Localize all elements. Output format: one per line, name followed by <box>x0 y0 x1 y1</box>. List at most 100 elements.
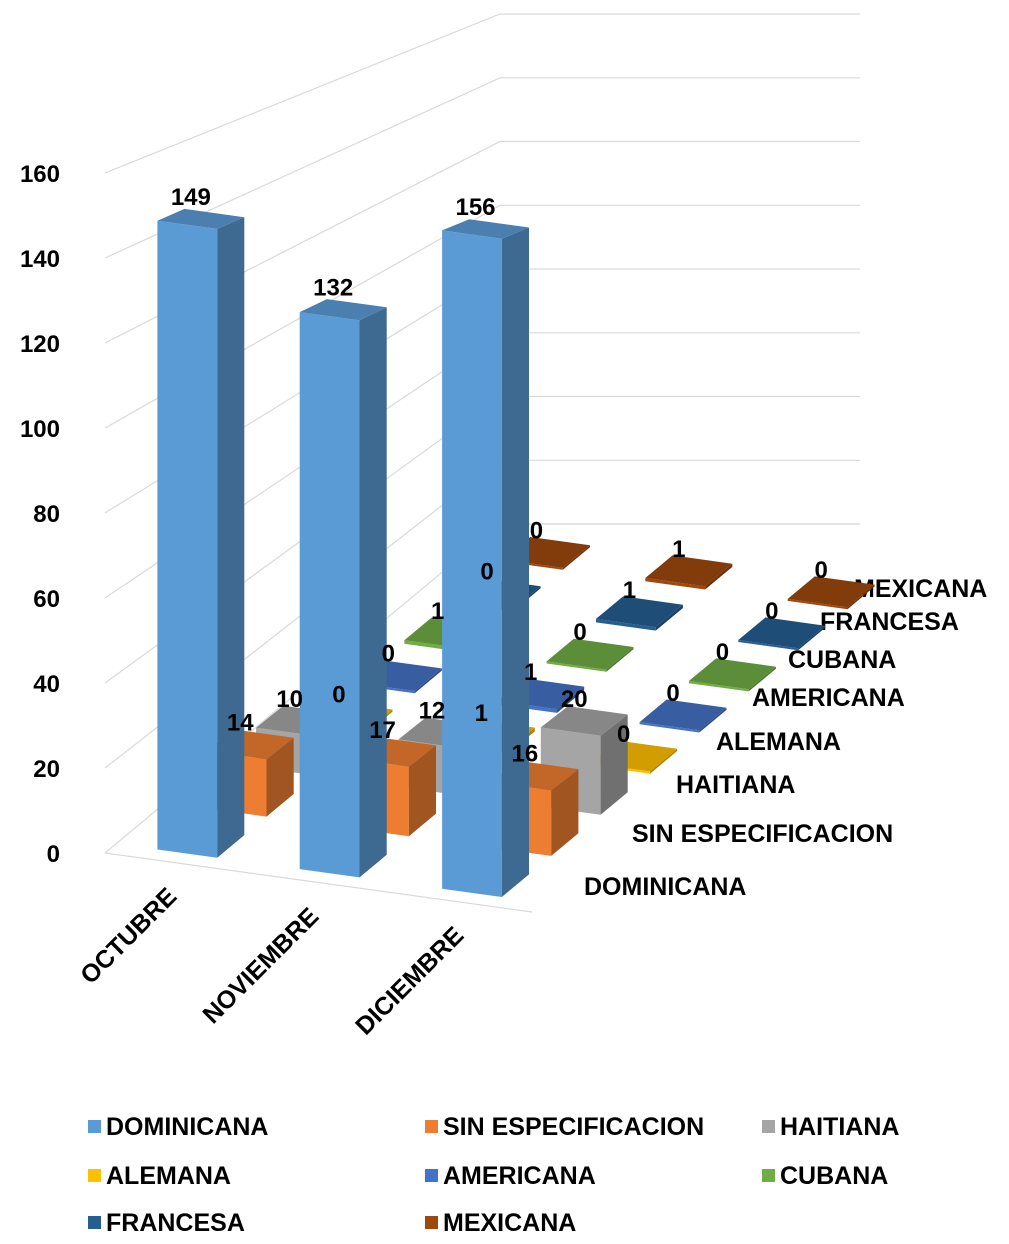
data-label: 149 <box>171 184 211 211</box>
legend: DOMINICANA SIN ESPECIFICACION HAITIANA ALEM… <box>88 1113 899 1237</box>
x-category-label: NOVIEMBRE <box>197 902 324 1029</box>
bar-side-face <box>798 625 826 651</box>
legend-swatch <box>88 1216 101 1229</box>
data-label: 132 <box>313 275 353 302</box>
bar-side-face <box>562 545 590 570</box>
legend-label: SIN ESPECIFICACION <box>443 1113 704 1141</box>
data-label: 0 <box>666 680 679 707</box>
legend-item: AMERICANA <box>425 1162 596 1190</box>
bar-side-face <box>359 307 387 878</box>
bar-side-face <box>699 707 727 733</box>
bar-top-face <box>688 658 776 690</box>
legend-label: AMERICANA <box>443 1162 596 1190</box>
bar-side-face <box>705 563 733 590</box>
legend-swatch <box>88 1120 101 1133</box>
bar-top-face <box>540 706 628 736</box>
legend-label: FRANCESA <box>106 1209 245 1237</box>
data-label: 156 <box>455 194 495 221</box>
x-category-label: DICIEMBRE <box>350 921 469 1040</box>
bar-front-face <box>546 661 607 672</box>
bar-side-face <box>748 666 776 692</box>
bar-front-face <box>688 681 749 692</box>
bar <box>787 576 875 610</box>
legend-swatch <box>762 1169 775 1182</box>
bar-top-face <box>299 299 387 321</box>
y-tick-label: 20 <box>33 756 60 783</box>
series-axis-label: ALEMANA <box>716 728 841 756</box>
data-label: 16 <box>512 741 539 768</box>
bar-side-face <box>557 686 585 713</box>
data-label: 0 <box>573 619 586 646</box>
bar-side-face <box>414 668 442 694</box>
y-tick-label: 80 <box>33 501 60 528</box>
series-axis-label: DOMINICANA <box>584 873 747 901</box>
legend-item: ALEMANA <box>88 1162 231 1190</box>
bars <box>157 208 875 897</box>
legend-label: MEXICANA <box>443 1209 576 1237</box>
bar-front-face <box>639 722 700 733</box>
depth-axis-series-labels: DOMINICANA SIN ESPECIFICACION HAITIANA ALEM… <box>584 575 987 901</box>
bar <box>738 617 826 651</box>
legend-swatch <box>425 1216 438 1229</box>
data-label: 17 <box>369 717 396 744</box>
bar <box>157 208 245 858</box>
bar-top-face <box>639 699 727 731</box>
legend-label: CUBANA <box>780 1162 888 1190</box>
data-label: 1 <box>623 577 636 604</box>
bar-front-face <box>596 618 656 631</box>
data-label: 1 <box>672 536 685 563</box>
legend-swatch <box>762 1120 775 1133</box>
bar <box>299 299 387 878</box>
bar <box>596 596 683 631</box>
bar-side-face <box>650 748 678 774</box>
floor-front-edge <box>104 852 533 913</box>
data-label: 0 <box>765 598 778 625</box>
series-axis-label: AMERICANA <box>752 684 905 712</box>
data-label: 0 <box>716 639 729 666</box>
y-tick-label: 100 <box>20 416 60 443</box>
data-label: 1 <box>475 700 488 727</box>
series-axis-label: MEXICANA <box>854 575 987 603</box>
bar-top-face <box>546 638 634 670</box>
bar-top-face <box>787 576 875 608</box>
legend-item: HAITIANA <box>762 1113 899 1141</box>
series-axis-label: HAITIANA <box>676 771 795 799</box>
bar <box>645 555 733 590</box>
data-label: 1 <box>524 659 537 686</box>
x-axis-category-labels: OCTUBRE NOVIEMBRE DICIEMBRE <box>75 882 469 1040</box>
bar-side-face <box>551 769 579 856</box>
bar-front-face <box>299 312 360 878</box>
y-tick-label: 120 <box>20 331 60 358</box>
legend-label: HAITIANA <box>780 1113 899 1141</box>
bar-top-face <box>645 555 733 587</box>
y-axis-tick-labels: 0 20 40 60 80 100 120 140 160 <box>20 161 60 868</box>
bar-side-face <box>655 604 683 631</box>
legend-swatch <box>425 1169 438 1182</box>
y-tick-label: 140 <box>20 246 60 273</box>
data-label: 12 <box>419 698 446 725</box>
bar <box>442 219 529 897</box>
x-category-label: OCTUBRE <box>75 882 182 989</box>
series-axis-label: CUBANA <box>788 646 896 674</box>
bar-side-face <box>408 745 436 837</box>
legend-item: CUBANA <box>762 1162 888 1190</box>
bar-front-face <box>442 230 502 897</box>
bar-top-face <box>596 596 683 628</box>
series-axis-label: FRANCESA <box>820 608 959 636</box>
data-label: 0 <box>814 557 827 584</box>
y-tick-label: 160 <box>20 161 60 188</box>
gridline <box>104 77 860 259</box>
bar-top-face <box>442 219 529 239</box>
legend-item: MEXICANA <box>425 1209 576 1237</box>
bar-front-face <box>157 220 218 858</box>
bar-side-face <box>217 217 245 858</box>
y-tick-label: 60 <box>33 586 60 613</box>
y-tick-label: 0 <box>47 841 60 868</box>
data-label: 10 <box>276 686 303 713</box>
data-label: 0 <box>382 641 395 668</box>
data-label: 20 <box>561 686 588 713</box>
legend-item: DOMINICANA <box>88 1113 269 1141</box>
bar-side-face <box>600 714 628 815</box>
data-label: 1 <box>431 598 444 625</box>
